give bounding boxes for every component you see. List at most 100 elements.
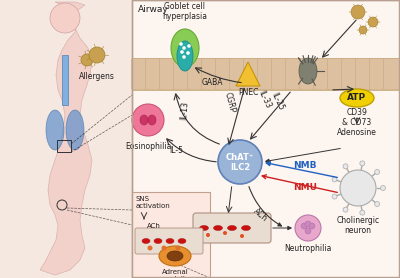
Ellipse shape: [167, 251, 183, 261]
Bar: [132, 0, 399, 277]
Ellipse shape: [140, 115, 148, 125]
Text: Adenosine: Adenosine: [337, 128, 377, 137]
FancyBboxPatch shape: [286, 58, 302, 90]
Ellipse shape: [166, 239, 174, 244]
Circle shape: [368, 17, 378, 27]
Ellipse shape: [214, 225, 222, 230]
Bar: [132, 58, 400, 90]
Circle shape: [223, 231, 227, 235]
FancyBboxPatch shape: [328, 58, 344, 90]
FancyBboxPatch shape: [258, 58, 274, 90]
Ellipse shape: [171, 29, 199, 67]
Ellipse shape: [305, 228, 311, 234]
Circle shape: [89, 47, 105, 63]
Polygon shape: [236, 62, 260, 86]
Circle shape: [359, 26, 367, 34]
FancyBboxPatch shape: [272, 58, 288, 90]
FancyBboxPatch shape: [188, 58, 204, 90]
Ellipse shape: [301, 223, 307, 229]
Bar: [0, 0, 132, 278]
Text: IL-33: IL-33: [257, 89, 273, 110]
FancyBboxPatch shape: [230, 58, 246, 90]
Circle shape: [360, 210, 365, 215]
Circle shape: [375, 169, 380, 174]
Text: Adrenal
medulla: Adrenal medulla: [161, 269, 189, 278]
FancyBboxPatch shape: [132, 192, 210, 278]
Circle shape: [218, 140, 262, 184]
Circle shape: [360, 161, 365, 166]
Circle shape: [343, 207, 348, 212]
Polygon shape: [40, 2, 92, 275]
Text: CGRP: CGRP: [223, 91, 237, 114]
Ellipse shape: [159, 246, 191, 266]
Circle shape: [148, 245, 152, 250]
Text: IL-25: IL-25: [269, 91, 285, 112]
FancyBboxPatch shape: [244, 58, 260, 90]
Ellipse shape: [228, 225, 236, 230]
Circle shape: [176, 245, 180, 250]
Text: CD39
& CD73: CD39 & CD73: [342, 108, 372, 127]
Circle shape: [332, 177, 337, 182]
Circle shape: [375, 202, 380, 207]
FancyBboxPatch shape: [216, 58, 232, 90]
Circle shape: [162, 245, 166, 250]
Text: Neutrophilia: Neutrophilia: [284, 244, 332, 253]
Text: NMB: NMB: [293, 160, 317, 170]
Ellipse shape: [299, 58, 317, 84]
FancyBboxPatch shape: [132, 58, 148, 90]
FancyBboxPatch shape: [370, 58, 386, 90]
Text: Airway: Airway: [138, 5, 169, 14]
Circle shape: [240, 234, 244, 238]
Text: ACh: ACh: [251, 207, 269, 223]
Ellipse shape: [177, 41, 193, 71]
FancyBboxPatch shape: [314, 58, 330, 90]
Circle shape: [180, 50, 184, 54]
FancyBboxPatch shape: [193, 213, 271, 243]
Circle shape: [132, 104, 164, 136]
FancyBboxPatch shape: [356, 58, 372, 90]
Text: ChAT⁺: ChAT⁺: [226, 153, 254, 162]
Circle shape: [343, 164, 348, 169]
Text: SNS
activation: SNS activation: [136, 196, 171, 209]
Text: ILC2: ILC2: [230, 163, 250, 173]
Text: PNEC: PNEC: [238, 88, 258, 97]
Ellipse shape: [148, 115, 156, 125]
Ellipse shape: [200, 225, 208, 230]
Text: IL-13: IL-13: [180, 101, 190, 120]
Text: ATP: ATP: [348, 93, 366, 103]
Text: IL-5: IL-5: [169, 146, 183, 155]
Ellipse shape: [154, 239, 162, 244]
Circle shape: [332, 194, 337, 199]
Ellipse shape: [305, 221, 311, 227]
Circle shape: [187, 44, 191, 48]
Circle shape: [182, 46, 186, 50]
FancyBboxPatch shape: [300, 58, 316, 90]
Circle shape: [179, 42, 183, 46]
Ellipse shape: [309, 223, 315, 229]
Ellipse shape: [178, 239, 186, 244]
Circle shape: [206, 233, 210, 237]
Text: Cholinergic
neuron: Cholinergic neuron: [336, 216, 380, 235]
Bar: [132, 0, 400, 278]
FancyBboxPatch shape: [342, 58, 358, 90]
FancyBboxPatch shape: [202, 58, 218, 90]
Circle shape: [380, 185, 386, 190]
Circle shape: [186, 51, 190, 55]
Circle shape: [81, 54, 93, 66]
Circle shape: [50, 3, 80, 33]
Ellipse shape: [340, 89, 374, 107]
Text: Goblet cell
hyperplasia: Goblet cell hyperplasia: [162, 2, 208, 21]
Ellipse shape: [46, 110, 64, 150]
Text: GABA: GABA: [201, 78, 223, 87]
Circle shape: [340, 170, 376, 206]
FancyBboxPatch shape: [146, 58, 162, 90]
FancyBboxPatch shape: [160, 58, 176, 90]
Text: ACh: ACh: [147, 223, 161, 229]
Ellipse shape: [66, 110, 84, 150]
Ellipse shape: [242, 225, 250, 230]
Bar: [62, 55, 68, 105]
Bar: [57, 140, 71, 152]
FancyBboxPatch shape: [384, 58, 400, 90]
Circle shape: [295, 215, 321, 241]
Circle shape: [351, 5, 365, 19]
